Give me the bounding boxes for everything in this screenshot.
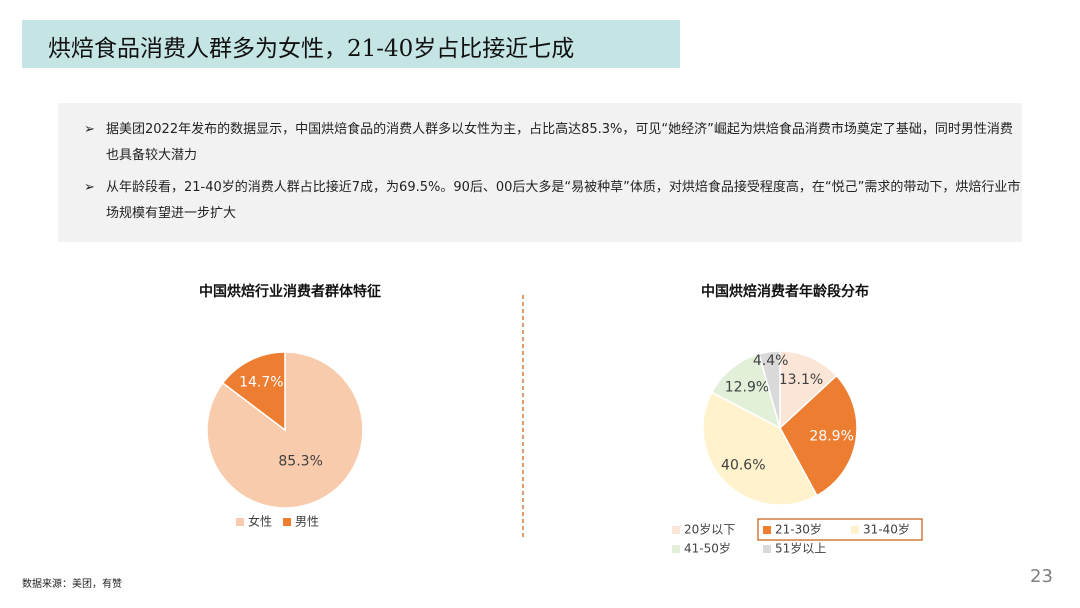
- pie-slice: [221, 351, 286, 432]
- legend-label: 女性: [248, 514, 272, 529]
- legend-label: 21-30岁: [775, 522, 822, 537]
- bullet-text: 从年龄段看，21-40岁的消费人群占比接近7成，为69.5%。90后、00后大多…: [106, 180, 1021, 221]
- pie-slice: [758, 350, 781, 429]
- legend-label: 男性: [295, 515, 319, 529]
- legend-marker: [236, 518, 244, 526]
- data-label: 14.7%: [239, 375, 283, 391]
- page-number: 23: [1030, 566, 1053, 587]
- legend-marker: [283, 518, 291, 526]
- chart-title: 中国烘焙行业消费者群体特征: [199, 283, 381, 300]
- pie-slice: [702, 391, 818, 506]
- legend-marker: [672, 526, 680, 534]
- legend-marker: [763, 545, 771, 553]
- legend-marker: [672, 545, 680, 553]
- chart-title: 中国烘焙消费者年龄段分布: [701, 283, 869, 300]
- source: 数据来源：美团，有赞: [22, 579, 122, 590]
- data-label: 12.9%: [725, 379, 769, 395]
- data-label: 28.9%: [809, 428, 853, 444]
- title-banner: 烘焙食品消费人群多为女性，21-40岁占比接近七成: [22, 20, 680, 68]
- pie-slice: [779, 374, 858, 497]
- bullet: ➢ 从年龄段看，21-40岁的消费人群占比接近7成，为69.5%。90后、00后大…: [84, 180, 1021, 221]
- legend-label: 41-50岁: [684, 541, 731, 556]
- legend-label: 31-40岁: [863, 522, 910, 537]
- legend-marker: [763, 526, 771, 534]
- data-label: 40.6%: [721, 457, 765, 473]
- data-label: 4.4%: [753, 353, 789, 369]
- title: 烘焙食品消费人群多为女性，21-40岁占比接近七成: [48, 36, 575, 62]
- data-label: 85.3%: [278, 453, 322, 469]
- pie-slice: [710, 353, 782, 430]
- data-label: 13.1%: [779, 372, 823, 388]
- bullet-text: 据美团2022年发布的数据显示，中国烘焙食品的消费人群多以女性为主，占比高达85…: [106, 122, 1013, 163]
- legend-label: 20岁以下: [684, 522, 735, 537]
- pie-slice: [779, 350, 838, 430]
- legend-highlight: [757, 518, 923, 541]
- pie-slice: [206, 351, 364, 509]
- bullet: ➢ 据美团2022年发布的数据显示，中国烘焙食品的消费人群多以女性为主，占比高达8…: [84, 122, 1013, 163]
- legend-label: 51岁以上: [775, 541, 826, 556]
- bullet-box: ➢ 据美团2022年发布的数据显示，中国烘焙食品的消费人群多以女性为主，占比高达8…: [58, 103, 1022, 242]
- legend-marker: [851, 526, 859, 534]
